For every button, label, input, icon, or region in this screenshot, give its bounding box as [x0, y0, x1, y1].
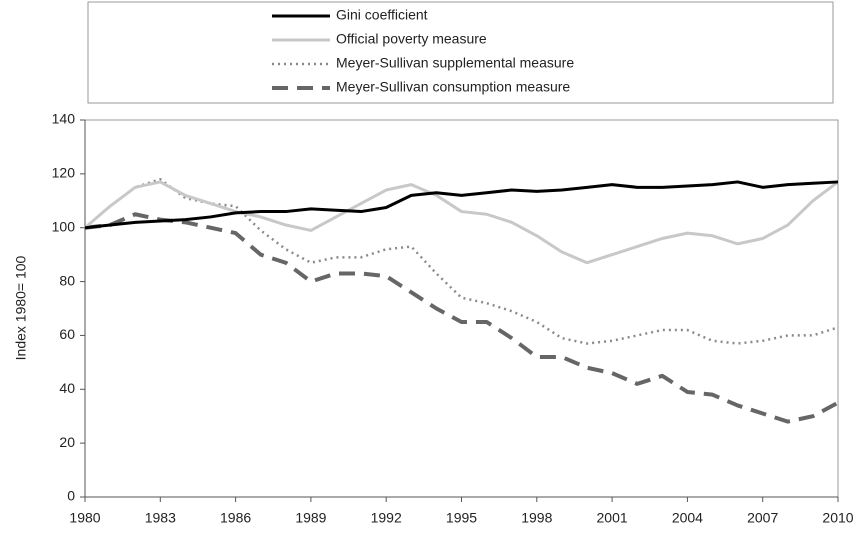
legend-label: Meyer-Sullivan supplemental measure — [336, 55, 574, 71]
x-tick-label: 2010 — [822, 510, 853, 526]
x-tick-label: 2007 — [747, 510, 778, 526]
x-tick-label: 1986 — [220, 510, 251, 526]
y-axis-label: Index 1980= 100 — [13, 255, 29, 360]
y-tick-label: 20 — [59, 434, 75, 450]
y-tick-label: 0 — [67, 488, 75, 504]
series-line — [84, 212, 839, 424]
plot-border — [84, 119, 839, 498]
y-tick-label: 80 — [59, 272, 75, 288]
series-line — [84, 180, 839, 230]
x-tick-label: 1989 — [295, 510, 326, 526]
legend-label: Meyer-Sullivan consumption measure — [336, 79, 570, 95]
series-line — [84, 177, 839, 345]
x-tick-label: 2004 — [672, 510, 703, 526]
x-tick-label: 1995 — [446, 510, 477, 526]
y-tick-label: 140 — [52, 111, 76, 127]
x-tick-label: 2001 — [597, 510, 628, 526]
x-tick-label: 1980 — [69, 510, 100, 526]
y-tick-label: 120 — [52, 165, 76, 181]
y-tick-label: 40 — [59, 380, 75, 396]
x-tick-label: 1998 — [521, 510, 552, 526]
x-tick-label: 1992 — [371, 510, 402, 526]
series-line — [84, 180, 839, 265]
x-tick-label: 1983 — [145, 510, 176, 526]
legend-label: Gini coefficient — [336, 7, 428, 23]
legend-box — [87, 1, 834, 104]
y-tick-label: 100 — [52, 218, 76, 234]
legend-label: Official poverty measure — [336, 31, 487, 47]
y-tick-label: 60 — [59, 326, 75, 342]
